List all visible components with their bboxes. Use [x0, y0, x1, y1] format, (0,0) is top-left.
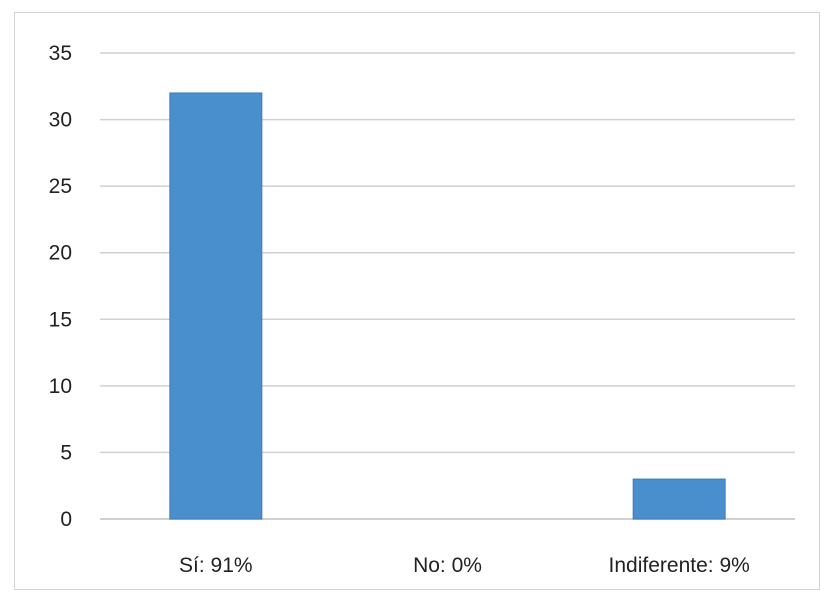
x-category-label: Sí: 91% — [179, 554, 253, 577]
y-tick-label: 0 — [60, 508, 72, 531]
y-tick-label: 5 — [60, 441, 72, 464]
y-tick-label: 15 — [49, 308, 72, 331]
y-axis-ticks: 0 5 10 15 20 25 30 35 — [49, 42, 72, 531]
y-tick-label: 30 — [49, 109, 72, 132]
bars — [169, 92, 726, 520]
x-category-label: No: 0% — [413, 554, 482, 577]
y-tick-label: 20 — [49, 242, 72, 265]
x-category-label: Indiferente: 9% — [609, 554, 750, 577]
y-tick-label: 10 — [49, 375, 72, 398]
bar — [169, 92, 263, 520]
y-tick-label: 35 — [49, 42, 72, 65]
bar — [632, 478, 726, 520]
y-tick-label: 25 — [49, 175, 72, 198]
x-axis-categories: Sí: 91% No: 0% Indiferente: 9% — [179, 554, 750, 577]
